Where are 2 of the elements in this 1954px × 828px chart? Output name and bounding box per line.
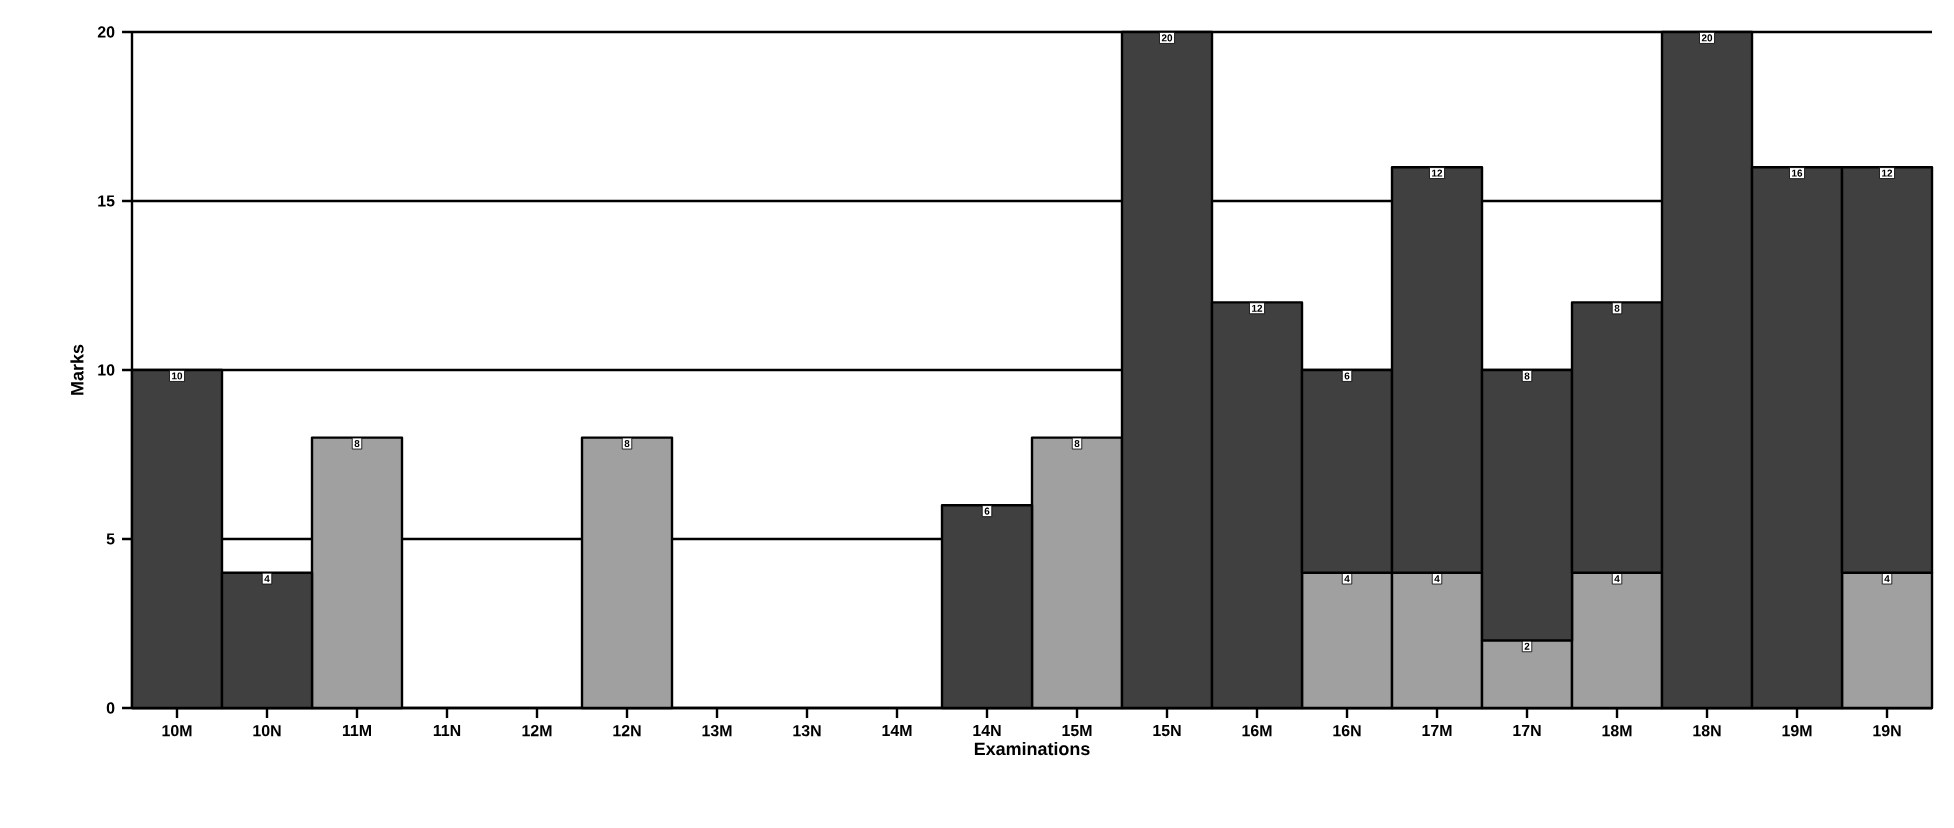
y-axis-title: Marks: [70, 344, 84, 395]
x-axis-title: Examinations: [974, 742, 1090, 756]
